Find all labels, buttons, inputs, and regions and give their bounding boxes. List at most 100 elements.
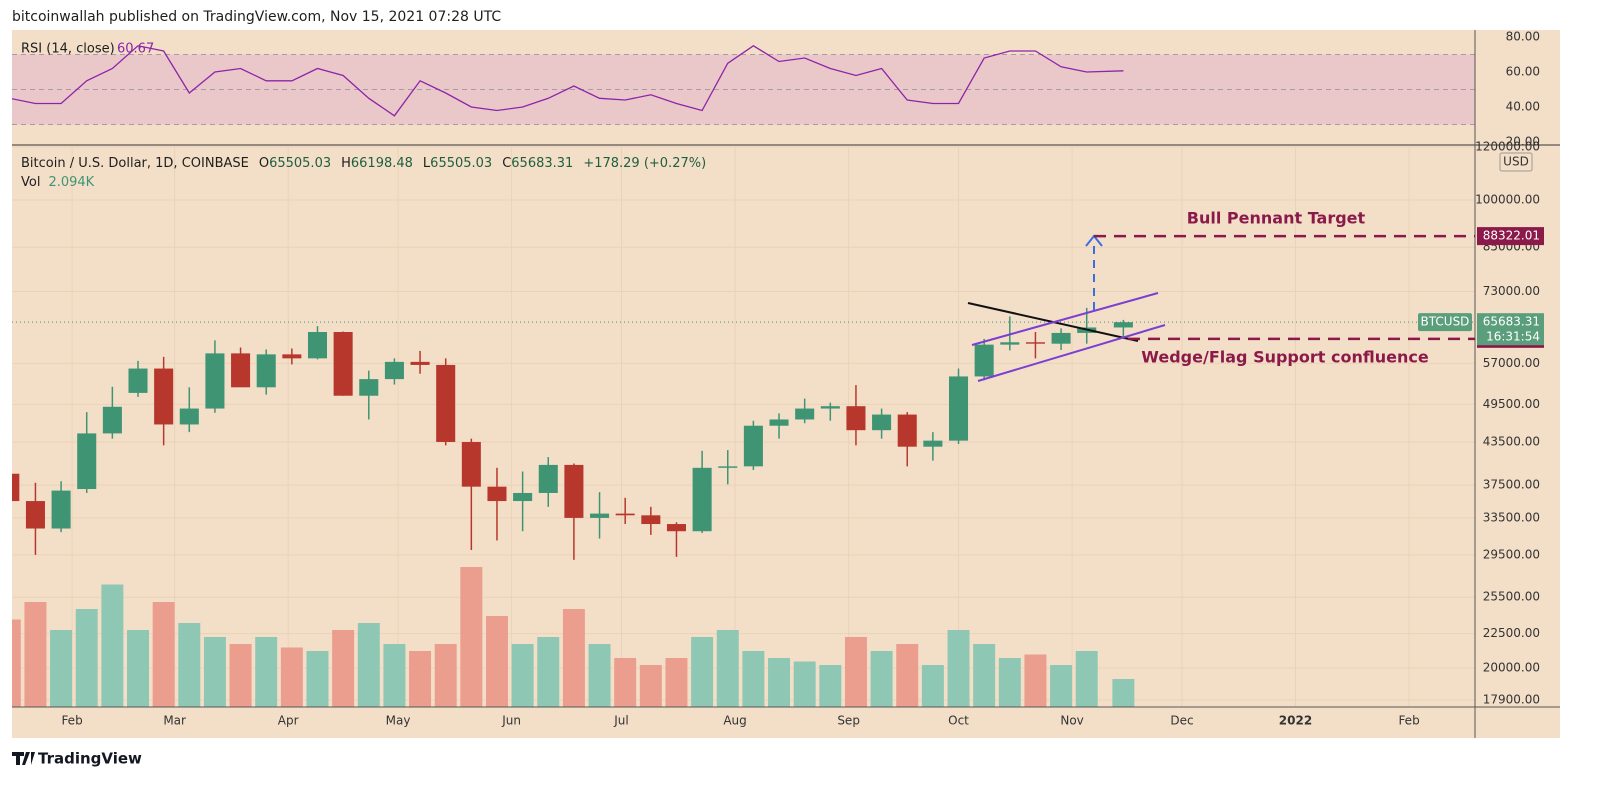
- wedge-lower: [977, 324, 1166, 382]
- volume-bar: [691, 637, 714, 707]
- volume-bar: [768, 658, 791, 707]
- volume-bar: [1075, 651, 1098, 707]
- rsi-tick-label: 80.00: [1506, 30, 1540, 44]
- candle-body: [897, 414, 917, 447]
- volume-bar: [742, 651, 765, 707]
- volume-bar: [332, 630, 355, 707]
- ohlc-value: 66198.48: [351, 156, 413, 171]
- volume-bar: [511, 644, 534, 707]
- candle-body: [820, 406, 840, 409]
- candle-body: [538, 464, 558, 493]
- x-tick-label: Jul: [613, 714, 628, 728]
- candle-body: [179, 408, 199, 425]
- x-tick-label: Jun: [501, 714, 521, 728]
- rsi-last-value: 60.67: [117, 42, 154, 57]
- candle-body: [795, 408, 815, 420]
- x-tick-label: Feb: [61, 714, 82, 728]
- candle-body: [205, 353, 225, 409]
- volume-bar: [870, 651, 893, 707]
- y-tick-label: 20000.00: [1483, 660, 1540, 674]
- volume-last: 2.094K: [48, 175, 94, 190]
- ohlc-value: 65505.03: [269, 156, 331, 171]
- candle-body: [359, 379, 379, 396]
- y-tick-label: 22500.00: [1483, 626, 1540, 640]
- volume-bar: [12, 619, 21, 707]
- y-tick-label: 100000.00: [1475, 192, 1540, 206]
- symbol-legend: Bitcoin / U.S. Dollar, 1D, COINBASE O6550…: [21, 156, 706, 171]
- x-tick-label: Oct: [948, 714, 969, 728]
- ohlc-value: 65683.31: [511, 156, 573, 171]
- volume-bar: [998, 658, 1021, 707]
- volume-bar: [537, 637, 560, 707]
- candle-body: [743, 425, 763, 467]
- level-label: 88322.01: [1483, 229, 1540, 243]
- rsi-pane: [12, 45, 1475, 126]
- volume-title: Vol: [21, 175, 40, 190]
- volume-bar: [178, 623, 201, 707]
- volume-bar: [793, 661, 816, 707]
- volume-bar: [1112, 679, 1135, 707]
- level-badge: [1477, 227, 1544, 246]
- candle-body: [25, 501, 45, 529]
- logo: [12, 752, 35, 765]
- volume-bar: [921, 665, 944, 707]
- volume-bar: [1024, 654, 1047, 707]
- volume-bar: [819, 665, 842, 707]
- y-tick-label: 37500.00: [1483, 478, 1540, 492]
- rsi-tick-label: 40.00: [1506, 100, 1540, 114]
- candle-body: [948, 376, 969, 441]
- volume-bar: [844, 637, 867, 707]
- candle-body: [1025, 342, 1045, 344]
- candle-body: [333, 332, 353, 396]
- countdown: 16:31:54: [1486, 330, 1540, 344]
- volume-bar: [716, 630, 739, 707]
- candle-body: [590, 513, 610, 518]
- last-price-label: 65683.31: [1483, 315, 1540, 329]
- target-note: Bull Pennant Target: [1187, 209, 1366, 228]
- volume-bar: [1050, 665, 1073, 707]
- support-note: Wedge/Flag Support confluence: [1141, 348, 1429, 367]
- candle-body: [436, 364, 456, 442]
- overlay: 88322.0162025.2965683.3116:31:54BTCUSDUS…: [21, 152, 1544, 348]
- candle-body: [282, 354, 302, 359]
- y-tick-label: 29500.00: [1483, 547, 1540, 561]
- y-tick-label: 120000.00: [1475, 140, 1540, 154]
- x-tick-label: Mar: [163, 714, 186, 728]
- x-tick-label: 2022: [1279, 714, 1312, 728]
- volume-bar: [50, 630, 73, 707]
- volume-bar: [588, 644, 611, 707]
- candle-body: [128, 368, 148, 393]
- price-badge: [1477, 313, 1544, 346]
- candle-body: [461, 441, 481, 487]
- candle-body: [564, 464, 584, 518]
- candle-body: [1000, 342, 1020, 345]
- publisher: bitcoinwallah published on TradingView.c…: [12, 9, 501, 25]
- volume-bar: [383, 644, 406, 707]
- x-tick-label: Aug: [723, 714, 746, 728]
- volume-legend: Vol 2.094K: [21, 175, 95, 190]
- rsi-tick-label: 60.00: [1506, 65, 1540, 79]
- candle-body: [256, 354, 276, 388]
- symbol-label: BTCUSD: [1421, 315, 1470, 329]
- volume-bar: [614, 658, 637, 707]
- price-pane: [12, 146, 1475, 707]
- y-tick-label: 43500.00: [1483, 434, 1540, 448]
- y-tick-label: 73000.00: [1483, 284, 1540, 298]
- x-tick-label: Feb: [1398, 714, 1419, 728]
- candle-body: [666, 524, 686, 532]
- candle-body: [77, 433, 97, 490]
- volume-bar: [280, 647, 303, 707]
- candle-body: [718, 466, 738, 468]
- candle-body: [974, 344, 994, 377]
- volume-bar: [460, 567, 483, 707]
- x-tick-label: May: [386, 714, 411, 728]
- symbol-title: Bitcoin / U.S. Dollar, 1D, COINBASE: [21, 156, 249, 171]
- ohlc-value: 65505.03: [430, 156, 492, 171]
- candle-body: [307, 332, 328, 359]
- candle-body: [513, 492, 533, 502]
- volume-bar: [665, 658, 688, 707]
- volume-bar: [434, 644, 457, 707]
- volume-bar: [947, 630, 970, 707]
- candle-body: [231, 353, 251, 388]
- x-tick-label: Nov: [1060, 714, 1083, 728]
